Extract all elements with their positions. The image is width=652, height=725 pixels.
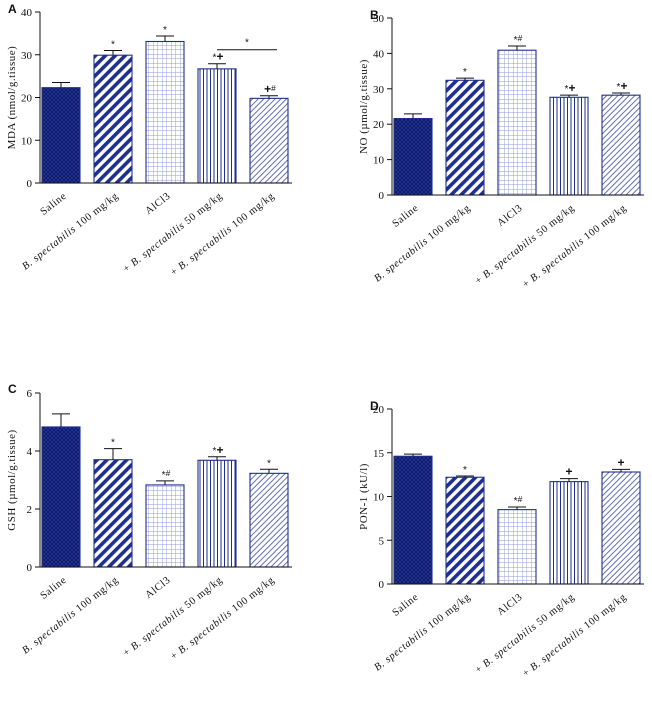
category-label: + B. spectabilis 100 mg/kg xyxy=(521,203,629,291)
y-tick-label: 0 xyxy=(379,579,385,591)
y-tick-label: 0 xyxy=(379,190,385,202)
category-label: Saline xyxy=(391,592,421,619)
category-label: Saline xyxy=(39,191,69,218)
significance-label: + xyxy=(617,455,624,469)
y-tick-label: 10 xyxy=(373,155,385,167)
significance-label: * xyxy=(463,67,467,78)
significance-label: *# xyxy=(162,468,171,481)
bracket-label: * xyxy=(245,38,249,49)
y-axis-label: MDA (nmol/g.tissue) xyxy=(6,46,18,150)
significance-label: *+ xyxy=(213,443,224,457)
bar xyxy=(93,459,133,568)
bar xyxy=(601,471,641,585)
y-tick-label: 40 xyxy=(373,48,385,60)
significance-label: +# xyxy=(264,82,276,96)
y-tick-label: 10 xyxy=(373,492,385,504)
category-label: + B. spectabilis 100 mg/kg xyxy=(169,191,277,279)
significance-label: * xyxy=(267,458,271,469)
category-label: AlCl3 xyxy=(495,203,524,229)
y-tick-label: 20 xyxy=(373,119,385,131)
significance-label: *+ xyxy=(565,81,576,95)
category-label: AlCl3 xyxy=(143,191,172,217)
category-label: + B. spectabilis 50 mg/kg xyxy=(473,592,577,676)
bar xyxy=(497,509,537,585)
bar xyxy=(549,96,589,196)
significance-label: * xyxy=(111,39,115,50)
y-tick-label: 10 xyxy=(21,135,33,147)
y-tick-label: 0 xyxy=(27,178,33,190)
category-label: B. spectabilis 100 mg/kg xyxy=(20,191,121,273)
bar xyxy=(393,117,433,196)
y-tick-label: 0 xyxy=(27,562,33,574)
bar xyxy=(601,94,641,196)
bar xyxy=(393,455,433,585)
chart-panel-c: C 0 2 4 6 GSH (µmol/g.tissue) Saline * B. specta… xyxy=(6,382,292,663)
bar xyxy=(197,459,237,568)
panel-title: C xyxy=(8,382,17,396)
panel-title: A xyxy=(8,2,17,16)
bar xyxy=(145,40,185,184)
chart-panel-b: B 0 10 20 30 40 50 NO (µmol/g.tissue) Saline * B. … xyxy=(358,8,644,291)
significance-label: *# xyxy=(514,33,523,46)
category-label: Saline xyxy=(39,575,69,602)
category-label: AlCl3 xyxy=(495,592,524,618)
bar xyxy=(549,481,589,585)
y-tick-label: 30 xyxy=(21,50,33,62)
y-tick-label: 20 xyxy=(373,404,385,416)
significance-label: *+ xyxy=(213,50,224,64)
panel-title: B xyxy=(370,8,379,22)
significance-label: + xyxy=(565,465,572,479)
significance-label: * xyxy=(463,465,467,476)
y-tick-label: 30 xyxy=(373,84,385,96)
bar xyxy=(197,68,237,184)
y-tick-label: 6 xyxy=(27,388,33,400)
bar xyxy=(249,472,289,568)
y-tick-label: 40 xyxy=(21,7,33,19)
significance-label: *# xyxy=(514,494,523,507)
bar xyxy=(145,484,185,568)
y-axis-label: PON-1 (kU/l) xyxy=(358,463,370,530)
y-axis-label: NO (µmol/g.tissue) xyxy=(358,59,370,154)
bar xyxy=(41,87,81,184)
significance-label: * xyxy=(163,25,167,36)
category-label: + B. spectabilis 100 mg/kg xyxy=(521,592,629,680)
bar xyxy=(249,97,289,184)
y-axis-label: GSH (µmol/g.tissue) xyxy=(6,429,18,530)
category-label: B. spectabilis 100 mg/kg xyxy=(372,203,473,285)
significance-label: *+ xyxy=(617,79,628,93)
bar xyxy=(93,54,133,184)
significance-label: * xyxy=(111,438,115,449)
y-tick-label: 2 xyxy=(27,504,33,516)
panel-title: D xyxy=(370,399,379,413)
category-label: B. spectabilis 100 mg/kg xyxy=(20,575,121,657)
y-tick-label: 20 xyxy=(21,93,33,105)
category-label: + B. spectabilis 50 mg/kg xyxy=(473,203,577,287)
y-tick-label: 50 xyxy=(373,13,385,25)
chart-panel-d: D 0 5 10 15 20 PON-1 (kU/l) Saline * B. spectabil… xyxy=(358,399,644,680)
category-label: B. spectabilis 100 mg/kg xyxy=(372,592,473,674)
category-label: + B. spectabilis 100 mg/kg xyxy=(169,575,277,663)
bar xyxy=(445,79,485,196)
category-label: + B. spectabilis 50 mg/kg xyxy=(121,191,225,275)
y-tick-label: 5 xyxy=(379,535,385,547)
category-label: AlCl3 xyxy=(143,575,172,601)
category-label: Saline xyxy=(391,203,421,230)
bar xyxy=(445,476,485,585)
bar xyxy=(41,426,81,568)
y-tick-label: 15 xyxy=(373,448,385,460)
category-label: + B. spectabilis 50 mg/kg xyxy=(121,575,225,659)
chart-panel-a: A 0 10 20 30 40 MDA (nmol/g.tissue) Saline * B. s… xyxy=(6,2,292,279)
y-tick-label: 4 xyxy=(27,446,33,458)
bar xyxy=(497,49,537,196)
